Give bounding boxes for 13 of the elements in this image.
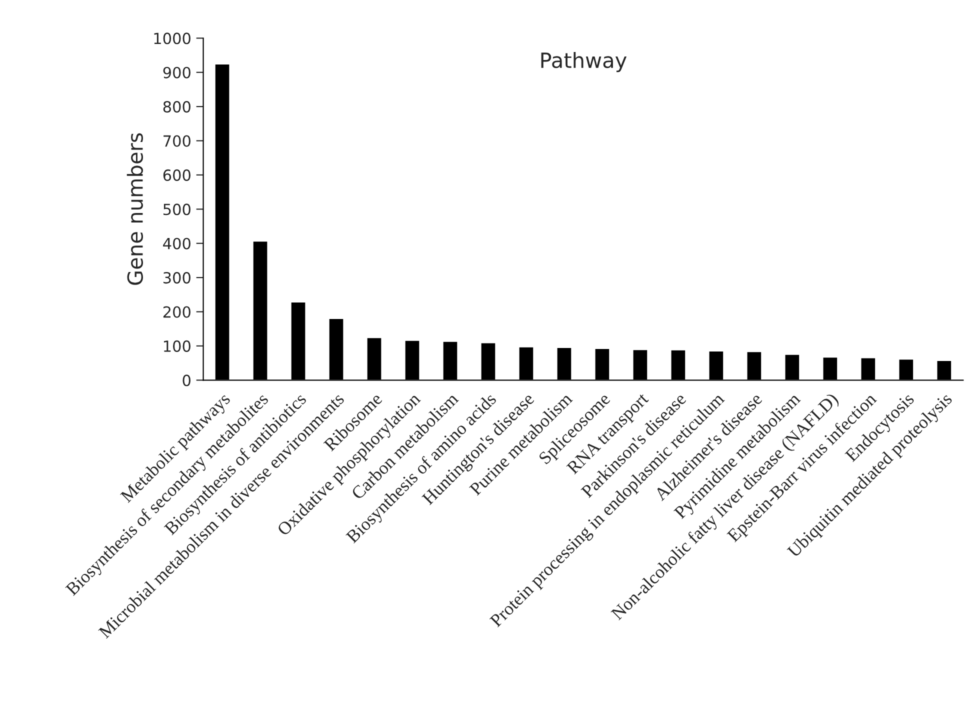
y-axis-title: Gene numbers — [126, 133, 143, 285]
y-tick-label: 500 — [163, 204, 190, 216]
y-tick-label: 200 — [163, 306, 190, 318]
y-tick-label: 800 — [163, 101, 190, 113]
y-tick-label: 100 — [164, 340, 190, 352]
y-tick-label: 700 — [164, 135, 190, 147]
y-tick-label: 400 — [163, 238, 190, 250]
y-tick-label: 300 — [163, 272, 190, 284]
y-tick-label: 600 — [163, 169, 190, 181]
y-tick-label: 0 — [182, 374, 190, 386]
text: Pathway — [541, 52, 627, 72]
y-tick-label: 900 — [163, 66, 190, 78]
y-tick-label: 1000 — [154, 32, 190, 44]
